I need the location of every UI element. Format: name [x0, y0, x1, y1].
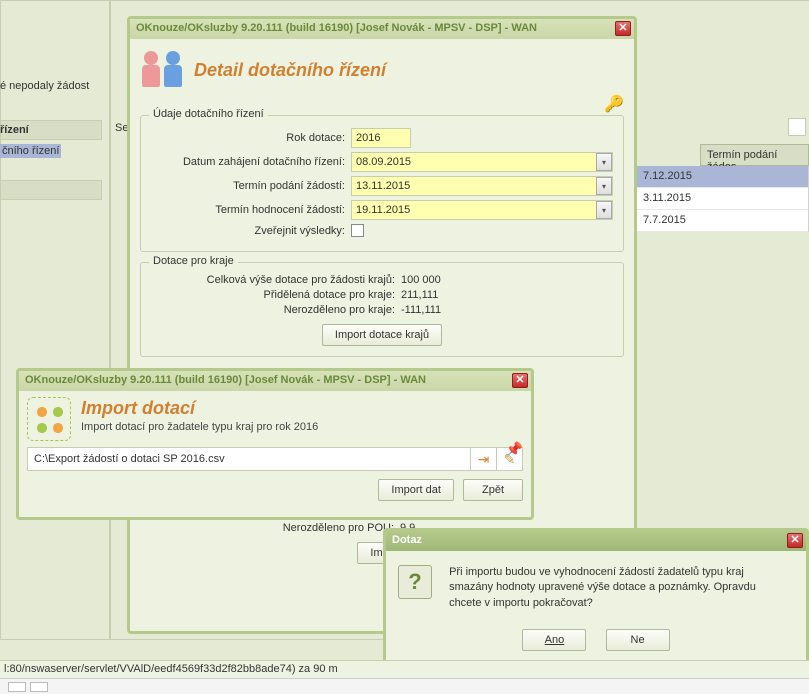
- value-pridelena-kraje: 211,111: [401, 289, 438, 301]
- bg-text-cniho: čního řízení: [0, 144, 61, 158]
- value-nerozd-kraje: -111,111: [401, 304, 441, 316]
- chevron-down-icon[interactable]: ▾: [596, 153, 612, 171]
- detail-titlebar: OKnouze/OKsluzby 9.20.111 (build 16190) …: [130, 19, 634, 39]
- pin-icon[interactable]: 📌: [506, 441, 523, 458]
- field-podani-value: 13.11.2015: [356, 180, 410, 192]
- ne-button[interactable]: Ne: [606, 629, 670, 651]
- import-sub: Import dotací pro žadatele typu kraj pro…: [81, 421, 318, 433]
- statusbar: l:80/nswaserver/servlet/VVAlD/eedf4569f3…: [0, 660, 809, 678]
- label-hodnoceni: Termín hodnocení žádostí:: [151, 204, 351, 216]
- file-path: C:\Export žádostí o dotaci SP 2016.csv: [28, 453, 470, 465]
- label-celkova-kraje: Celková výše dotace pro žádosti krajů:: [151, 274, 401, 286]
- field-zahajeni[interactable]: 08.09.2015 ▾: [351, 152, 613, 172]
- dialog-text: Při importu budou ve vyhodnocení žádostí…: [449, 565, 779, 611]
- tiny-box-2: [30, 682, 48, 692]
- bg-grid-row[interactable]: 7.7.2015: [636, 210, 809, 232]
- chevron-down-icon[interactable]: ▾: [596, 177, 612, 195]
- key-icon[interactable]: 🔑: [604, 94, 624, 114]
- import-kraje-button[interactable]: Import dotace krajů: [322, 324, 442, 346]
- label-pridelena-kraje: Přidělená dotace pro kraje:: [151, 289, 401, 301]
- fieldset-kraje: Dotace pro kraje Celková výše dotace pro…: [140, 262, 624, 357]
- import-dat-button[interactable]: Import dat: [378, 479, 454, 501]
- bottom-strip: [0, 678, 809, 694]
- tiny-box-1: [8, 682, 26, 692]
- bg-grid-row[interactable]: 7.12.2015: [636, 166, 809, 188]
- close-icon[interactable]: ✕: [615, 21, 631, 36]
- people-icon: [140, 47, 184, 91]
- statusbar-text: l:80/nswaserver/servlet/VVAlD/eedf4569f3…: [4, 663, 338, 675]
- bg-toolbar-button[interactable]: [788, 118, 806, 136]
- bg-text-rizeni: řízení: [0, 124, 29, 136]
- close-icon[interactable]: ✕: [512, 373, 528, 388]
- field-podani[interactable]: 13.11.2015 ▾: [351, 176, 613, 196]
- bg-section-header-2: [0, 180, 102, 200]
- label-zahajeni: Datum zahájení dotačního řízení:: [151, 156, 351, 168]
- field-rok[interactable]: 2016: [351, 128, 411, 148]
- fieldset-udaje: Údaje dotačního řízení Rok dotace: 2016 …: [140, 115, 624, 252]
- question-icon: ?: [398, 565, 432, 599]
- bg-grid-header-termin: Termín podání žádos: [700, 144, 809, 166]
- bg-panel-left: [0, 0, 110, 640]
- label-nerozd-pou: Nerozděleno pro POU:: [140, 522, 400, 534]
- checkbox-zverejnit[interactable]: [351, 224, 364, 237]
- ano-button[interactable]: Ano: [522, 629, 586, 651]
- bg-grid-row[interactable]: 3.11.2015: [636, 188, 809, 210]
- fieldset-kraje-legend: Dotace pro kraje: [149, 255, 238, 267]
- field-hodnoceni-value: 19.11.2015: [356, 204, 410, 216]
- chevron-down-icon[interactable]: ▾: [596, 201, 612, 219]
- import-titlebar-text: OKnouze/OKsluzby 9.20.111 (build 16190) …: [25, 374, 426, 386]
- window-import: OKnouze/OKsluzby 9.20.111 (build 16190) …: [16, 368, 534, 520]
- bg-text-no-zadost: é nepodaly žádost: [0, 80, 89, 92]
- fieldset-udaje-legend: Údaje dotačního řízení: [149, 108, 268, 120]
- import-icon: [27, 397, 71, 441]
- field-zahajeni-value: 08.09.2015: [356, 156, 411, 168]
- import-heading: Import dotací: [81, 398, 318, 419]
- value-celkova-kraje: 100 000: [401, 274, 441, 286]
- field-rok-value: 2016: [356, 132, 380, 144]
- close-icon[interactable]: ✕: [787, 533, 803, 548]
- zpet-button[interactable]: Zpět: [463, 479, 523, 501]
- detail-titlebar-text: OKnouze/OKsluzby 9.20.111 (build 16190) …: [136, 22, 537, 34]
- dialog-titlebar: Dotaz ✕: [386, 531, 806, 551]
- label-zverejnit: Zveřejnit výsledky:: [151, 225, 351, 237]
- detail-heading: Detail dotačního řízení: [194, 60, 386, 81]
- field-hodnoceni[interactable]: 19.11.2015 ▾: [351, 200, 613, 220]
- open-file-icon[interactable]: ⇥: [470, 448, 496, 470]
- label-podani: Termín podání žádostí:: [151, 180, 351, 192]
- label-rok: Rok dotace:: [151, 132, 351, 144]
- dialog-title: Dotaz: [392, 534, 422, 546]
- file-path-row: C:\Export žádostí o dotaci SP 2016.csv ⇥…: [27, 447, 523, 471]
- import-titlebar: OKnouze/OKsluzby 9.20.111 (build 16190) …: [19, 371, 531, 391]
- label-nerozd-kraje: Nerozděleno pro kraje:: [151, 304, 401, 316]
